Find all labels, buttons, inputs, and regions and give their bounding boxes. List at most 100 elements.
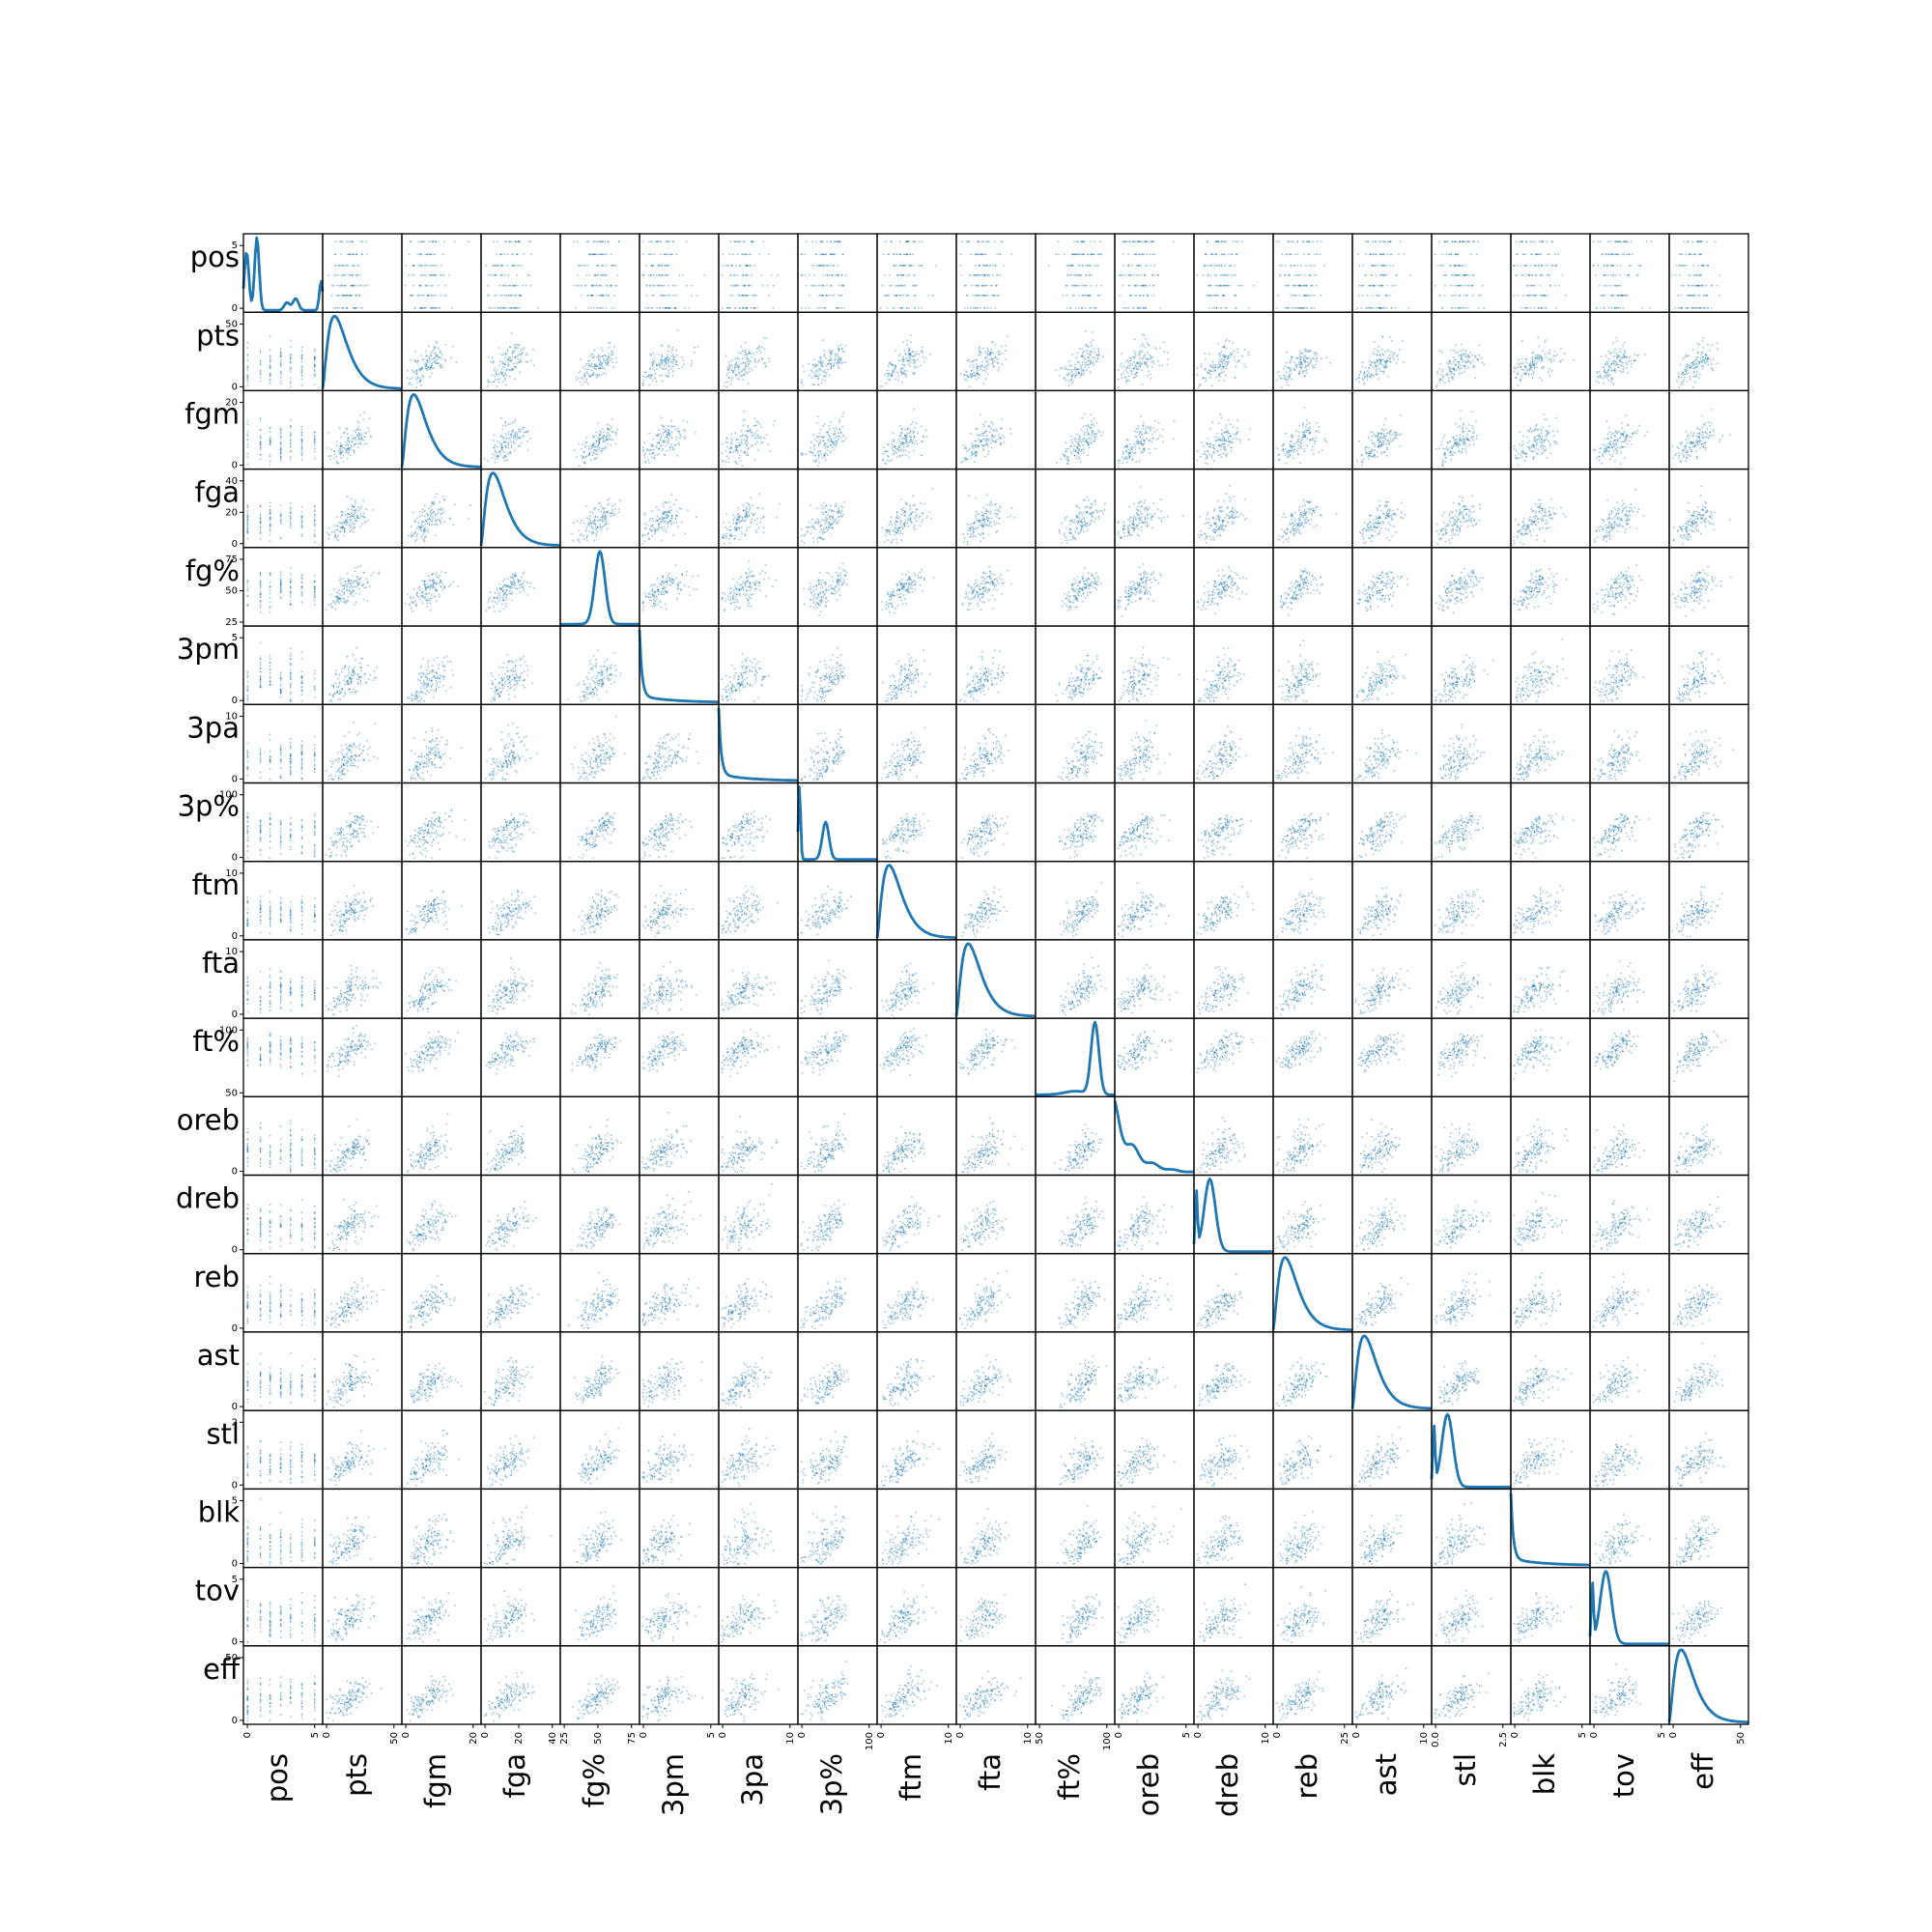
scatter-point bbox=[1364, 274, 1367, 276]
scatter-point bbox=[1438, 241, 1440, 243]
scatter-point bbox=[1711, 284, 1713, 287]
scatter-point bbox=[1555, 307, 1557, 309]
scatter-point bbox=[814, 373, 817, 375]
scatter-point bbox=[1136, 274, 1138, 276]
scatter-point bbox=[1224, 265, 1227, 267]
scatter-point bbox=[1386, 284, 1389, 287]
scatter-point bbox=[1379, 362, 1382, 364]
scatter-point bbox=[1623, 253, 1625, 256]
scatter-point bbox=[425, 253, 427, 256]
scatter-point bbox=[652, 361, 655, 364]
scatter-point bbox=[342, 461, 345, 463]
scatter-point bbox=[1275, 241, 1278, 243]
scatter-point bbox=[350, 284, 352, 287]
scatter-point bbox=[427, 294, 430, 297]
scatter-point bbox=[357, 436, 360, 439]
scatter-point bbox=[429, 367, 432, 370]
scatter-point bbox=[1078, 294, 1080, 297]
scatter-point bbox=[338, 307, 341, 309]
scatter-point bbox=[901, 307, 903, 309]
scatter-point bbox=[1147, 370, 1150, 373]
scatter-point bbox=[1209, 373, 1212, 376]
scatter-point bbox=[259, 453, 262, 456]
scatter-point bbox=[976, 373, 979, 375]
scatter-point bbox=[578, 284, 580, 287]
scatter-point bbox=[972, 307, 975, 309]
scatter-point bbox=[492, 374, 494, 377]
scatter-point bbox=[486, 385, 489, 387]
scatter-point bbox=[1217, 367, 1220, 369]
scatter-point bbox=[1154, 274, 1157, 276]
scatter-point bbox=[820, 265, 823, 267]
scatter-point bbox=[1522, 253, 1525, 256]
scatter-point bbox=[1607, 350, 1610, 353]
scatter-point bbox=[1544, 294, 1547, 297]
scatter-point bbox=[834, 355, 837, 357]
scatter-point bbox=[425, 284, 428, 287]
scatter-point bbox=[341, 265, 344, 267]
scatter-point bbox=[1546, 307, 1548, 309]
scatter-point bbox=[1236, 307, 1237, 309]
scatter-point bbox=[357, 294, 360, 297]
scatter-point bbox=[721, 274, 724, 276]
scatter-point bbox=[986, 350, 989, 353]
scatter-point bbox=[1134, 355, 1137, 356]
scatter-point bbox=[1685, 373, 1688, 375]
scatter-point bbox=[603, 354, 606, 356]
scatter-point bbox=[989, 265, 991, 267]
scatter-point bbox=[1547, 358, 1549, 360]
scatter-point bbox=[313, 373, 316, 375]
scatter-point bbox=[352, 265, 355, 267]
scatter-point bbox=[334, 265, 337, 267]
scatter-point bbox=[514, 307, 517, 309]
scatter-point bbox=[1143, 355, 1146, 357]
scatter-point bbox=[1221, 369, 1223, 371]
scatter-point bbox=[1120, 364, 1122, 367]
scatter-point bbox=[972, 294, 975, 297]
scatter-point bbox=[672, 241, 675, 243]
scatter-point bbox=[840, 294, 843, 297]
scatter-point bbox=[360, 253, 363, 256]
scatter-point bbox=[1629, 253, 1631, 256]
scatter-point bbox=[1383, 360, 1386, 363]
scatter-point bbox=[1444, 284, 1446, 287]
scatter-point bbox=[765, 337, 767, 340]
scatter-point bbox=[1133, 367, 1135, 370]
scatter-point bbox=[313, 439, 316, 441]
scatter-point bbox=[501, 284, 504, 287]
scatter-point bbox=[1539, 294, 1542, 297]
scatter-point bbox=[731, 294, 734, 297]
scatter-point bbox=[1595, 380, 1598, 383]
scatter-point bbox=[517, 307, 520, 309]
scatter-point bbox=[351, 445, 353, 448]
scatter-point bbox=[1372, 265, 1375, 267]
scatter-points bbox=[1117, 333, 1170, 388]
scatter-point bbox=[1526, 368, 1528, 370]
scatter-point bbox=[279, 352, 282, 355]
scatter-point bbox=[1560, 348, 1562, 350]
scatter-point bbox=[1097, 265, 1099, 267]
scatter-point bbox=[1223, 346, 1225, 349]
scatter-point bbox=[1305, 284, 1308, 287]
scatter-point bbox=[652, 358, 654, 360]
scatter-point bbox=[829, 265, 832, 267]
scatter-point bbox=[430, 253, 433, 256]
scatter-point bbox=[259, 373, 262, 376]
scatter-point bbox=[1640, 307, 1643, 309]
scatter-point bbox=[1613, 359, 1615, 362]
scatter-point bbox=[1610, 307, 1613, 309]
scatter-point bbox=[329, 458, 331, 461]
scatter-point bbox=[1365, 307, 1368, 309]
scatter-point bbox=[969, 385, 971, 388]
scatter-point bbox=[511, 368, 514, 371]
scatter-point bbox=[1379, 274, 1381, 276]
scatter-point bbox=[514, 356, 517, 359]
scatter-point bbox=[1198, 384, 1201, 385]
scatter-point bbox=[919, 241, 921, 243]
panel-frame bbox=[1668, 233, 1749, 313]
scatter-point bbox=[589, 355, 591, 357]
scatter-point bbox=[1072, 284, 1074, 287]
scatter-point bbox=[1068, 368, 1070, 371]
scatter-point bbox=[599, 294, 602, 297]
scatter-point bbox=[1393, 358, 1395, 361]
